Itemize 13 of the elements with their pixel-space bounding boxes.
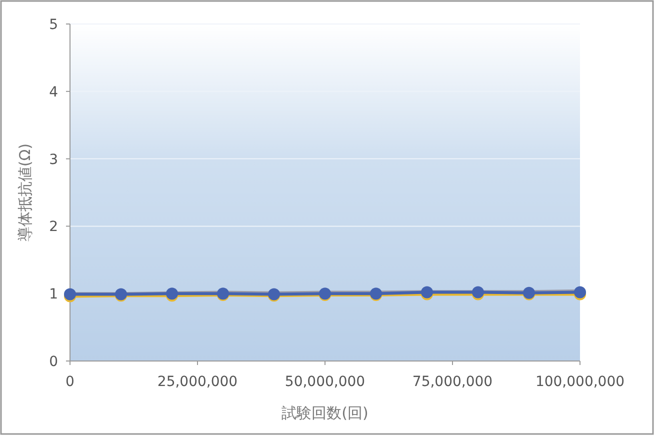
y-axis-title: 導体抵抗値(Ω) (16, 143, 34, 242)
y-tick-label: 3 (49, 152, 58, 168)
y-tick-label: 1 (49, 286, 58, 303)
x-tick-label: 100,000,000 (535, 374, 625, 390)
x-tick-label: 50,000,000 (284, 374, 366, 390)
y-tick-label: 4 (49, 84, 58, 100)
y-tick-label: 2 (49, 219, 58, 236)
x-tick-label: 25,000,000 (157, 374, 238, 390)
x-tick-label: 75,000,000 (412, 374, 493, 390)
y-tick-label: 5 (49, 17, 58, 33)
x-axis-title: 試験回数(回) (282, 404, 368, 422)
y-tick-label: 0 (49, 354, 58, 370)
x-tick-label: 0 (66, 374, 74, 390)
